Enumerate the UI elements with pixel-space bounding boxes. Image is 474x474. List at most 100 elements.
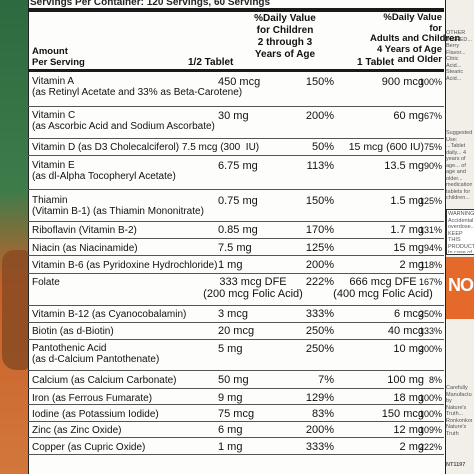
adult-dv-percent: 94% — [423, 243, 442, 253]
table-row: Calcium (as Calcium Carbonate) 50 mg 7% 100… — [28, 372, 444, 389]
bear-graphic — [2, 250, 28, 370]
nutrient-name: Pantothenic Acid (as d-Calcium Pantothen… — [32, 343, 160, 365]
nutrient-name: Folate — [32, 277, 60, 288]
row-divider — [28, 404, 444, 405]
row-divider — [28, 322, 444, 323]
one-tablet-amount: 1.5 mg — [390, 195, 424, 207]
adult-dv-percent: 125% — [418, 196, 442, 206]
row-divider — [28, 221, 444, 222]
nutrient-name: Niacin (as Niacinamide) — [32, 243, 138, 254]
row-divider — [28, 255, 444, 256]
row-divider — [28, 138, 444, 139]
children-dv-percent: 222% — [305, 276, 334, 288]
packaging-left-edge — [0, 0, 30, 474]
children-dv-percent: 113% — [306, 160, 334, 172]
one-tablet-amount: 13.5 mg — [384, 160, 424, 172]
nutrient-name: Copper (as Cupric Oxide) — [32, 442, 146, 453]
children-dv-percent: 333% — [305, 308, 334, 320]
table-row: Iodine (as Potassium Iodide) 75 mcg 83% 150… — [28, 406, 444, 422]
adult-dv-percent: 100% — [418, 393, 442, 403]
one-tablet-amount: 40 mcg — [387, 325, 424, 337]
half-tablet-amount: 30 mg — [218, 110, 249, 122]
half-tablet-amount: 7.5 mg — [218, 242, 252, 254]
half-tablet-amount: 3 mcg — [218, 308, 248, 320]
other-ingredients-text: OTHER INGRED... Berry Flavor... Citric A… — [446, 30, 472, 82]
children-dv-percent: 129% — [305, 392, 334, 404]
nutrient-name: Iodine (as Potassium Iodide) — [32, 409, 159, 420]
adult-dv-percent: 100% — [418, 409, 442, 419]
children-dv-percent: 150% — [305, 195, 334, 207]
adult-dv-percent: 8% — [428, 375, 442, 385]
warning-text: WARNING: Accidental overdose... KEEP THI… — [448, 211, 474, 253]
children-dv-percent: 7% — [318, 374, 334, 386]
half-tablet-amount: 1 mg — [218, 259, 243, 271]
half-tablet-amount: 333 mcg DFE (200 mcg Folic Acid) — [203, 276, 303, 300]
row-divider — [28, 454, 444, 455]
adult-dv-percent: 100% — [418, 77, 442, 87]
row-divider — [28, 273, 444, 274]
product-code: NT1197 — [446, 462, 466, 468]
table-row: Vitamin E (as dl-Alpha Tocopheryl Acetat… — [28, 157, 444, 190]
table-row: Folate 333 mcg DFE (200 mcg Folic Acid) 22… — [28, 274, 444, 306]
row-divider — [28, 155, 444, 156]
children-dv-header: %Daily Value for Children 2 through 3 Ye… — [254, 13, 316, 60]
servings-per-container: Servings Per Container: 120 Servings, 60… — [30, 0, 271, 8]
children-dv-percent: 200% — [305, 424, 334, 436]
children-dv-percent: 125% — [305, 242, 334, 254]
nutrient-name: Riboflavin (Vitamin B-2) — [32, 225, 137, 236]
adult-dv-percent: 133% — [418, 326, 442, 336]
children-dv-percent: 170% — [305, 224, 334, 236]
supplement-facts-panel — [28, 0, 446, 474]
table-row: Pantothenic Acid (as d-Calcium Pantothen… — [28, 340, 444, 371]
one-tablet-amount: 12 mg — [393, 424, 424, 436]
nutrient-name: Thiamin (Vitamin B-1) (as Thiamin Mononi… — [32, 195, 204, 217]
half-tablet-amount: 9 mg — [218, 392, 243, 404]
row-divider — [28, 421, 444, 422]
children-dv-percent: 150% — [305, 76, 334, 88]
table-row: Biotin (as d-Biotin) 20 mcg 250% 40 mcg 133% — [28, 323, 444, 340]
half-tablet-amount: 20 mcg — [218, 325, 255, 337]
manufacturer-text: Carefully Manufactured by Nature's Truth… — [446, 385, 472, 437]
row-divider — [28, 388, 444, 389]
table-row: Iron (as Ferrous Fumarate) 9 mg 129% 18 mg 1… — [28, 390, 444, 405]
table-row: Vitamin B-12 (as Cyanocobalamin) 3 mcg 333… — [28, 306, 444, 323]
adult-dv-percent: 222% — [418, 442, 442, 452]
one-tablet-header: 1 Tablet — [357, 57, 395, 68]
nutrient-name: Vitamin B-6 (as Pyridoxine Hydrochloride… — [32, 260, 218, 271]
one-tablet-amount: 15 mcg (600 IU) — [348, 141, 424, 153]
nutrient-name: Vitamin B-12 (as Cyanocobalamin) — [32, 309, 187, 320]
one-tablet-amount: 150 mcg — [381, 408, 424, 420]
half-tablet-amount: 75 mcg — [218, 408, 255, 420]
row-divider — [28, 238, 444, 239]
one-tablet-amount: 2 mg — [399, 441, 424, 453]
table-row: Zinc (as Zinc Oxide) 6 mg 200% 12 mg 109% — [28, 422, 444, 438]
row-divider — [28, 189, 444, 190]
row-divider — [28, 370, 444, 371]
adult-dv-percent: 200% — [418, 344, 442, 354]
half-tablet-amount: 5 mg — [218, 343, 243, 355]
suggested-use-text: Suggested Use: ...Tablet daily... 4 year… — [446, 130, 472, 201]
children-dv-percent: 200% — [305, 259, 334, 271]
one-tablet-amount: 15 mg — [393, 242, 424, 254]
table-row: Thiamin (Vitamin B-1) (as Thiamin Mononi… — [28, 192, 444, 222]
one-tablet-amount: 900 mcg — [381, 76, 424, 88]
adult-dv-percent: 250% — [418, 309, 442, 319]
adult-dv-percent: 167% — [418, 277, 442, 287]
half-tablet-amount: 6 mg — [218, 424, 243, 436]
children-dv-percent: 50% — [311, 141, 334, 153]
children-dv-percent: 333% — [305, 441, 334, 453]
one-tablet-amount: 18 mg — [393, 392, 424, 404]
table-row: Niacin (as Niacinamide) 7.5 mg 125% 15 mg 94… — [28, 240, 444, 256]
half-tablet-amount: 450 mcg — [218, 76, 261, 88]
nutrient-name: Vitamin D (as D3 Cholecalciferol) 7.5 mc… — [32, 142, 260, 153]
half-tablet-amount: 0.85 mg — [218, 224, 258, 236]
one-tablet-amount: 1.7 mg — [390, 224, 424, 236]
one-tablet-amount: 2 mg — [399, 259, 424, 271]
half-tablet-amount: 1 mg — [218, 441, 243, 453]
row-divider — [28, 437, 444, 438]
adult-dv-header: %Daily Value for Adults and Children 4 Y… — [370, 12, 461, 65]
adult-dv-percent: 90% — [423, 161, 442, 171]
adult-dv-percent: 75% — [423, 142, 442, 152]
row-divider — [28, 106, 444, 107]
half-tablet-header: 1/2 Tablet — [188, 57, 234, 68]
